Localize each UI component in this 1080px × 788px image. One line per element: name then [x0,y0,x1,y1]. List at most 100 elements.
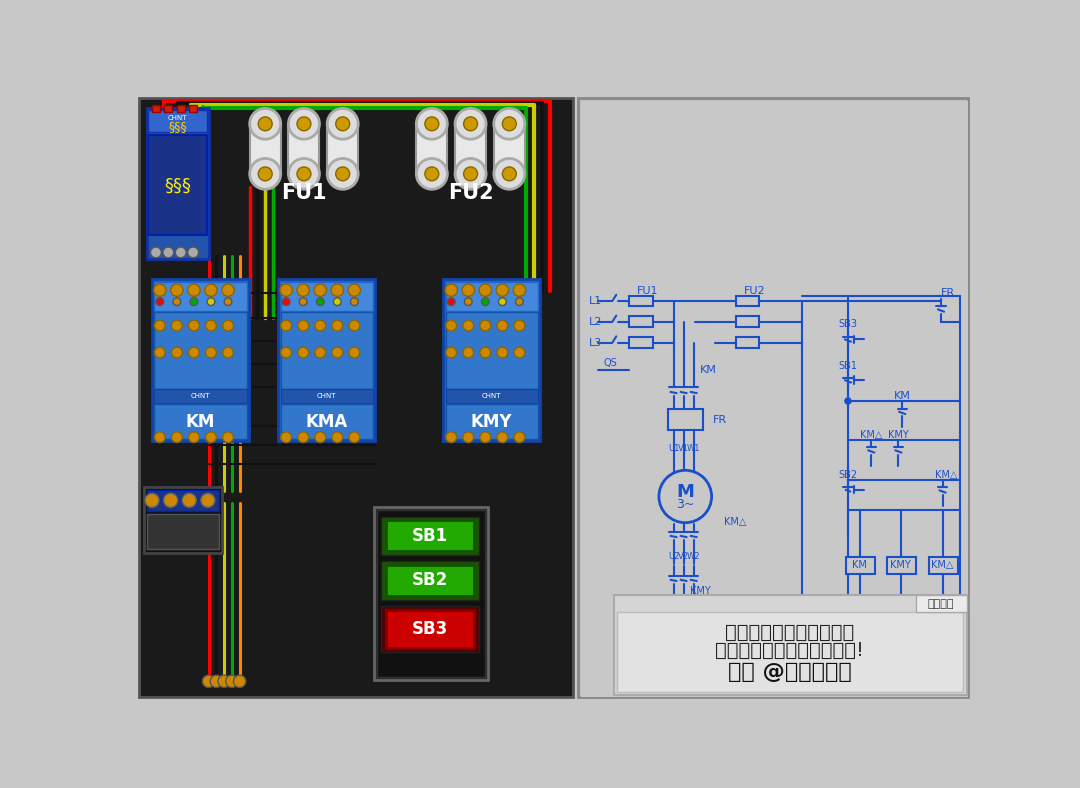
Text: SB1: SB1 [839,361,858,370]
Text: KM△: KM△ [931,560,954,570]
Circle shape [297,167,311,180]
Bar [846,556,875,574]
Circle shape [336,117,350,131]
Circle shape [348,284,361,296]
Text: CHNT: CHNT [482,393,501,400]
Bar [444,280,540,441]
Text: KM△: KM△ [935,470,957,480]
Bar [916,595,967,612]
Text: FR: FR [941,288,955,298]
Circle shape [188,284,200,296]
Bar [735,316,759,327]
Circle shape [150,247,161,258]
Text: SB3: SB3 [413,620,448,638]
Circle shape [463,117,477,131]
Text: FR: FR [713,414,727,425]
Circle shape [183,493,197,507]
Circle shape [463,432,474,443]
Circle shape [332,432,342,443]
Bar [387,520,474,551]
Circle shape [298,348,309,358]
Bar [929,556,958,574]
Text: U2: U2 [667,552,679,561]
Text: KMY: KMY [471,413,512,431]
Bar [416,124,447,174]
Bar [249,124,281,174]
Text: V2: V2 [678,552,689,561]
Bar [381,516,480,555]
Bar [578,98,968,697]
Circle shape [497,432,508,443]
Bar [148,135,207,235]
Circle shape [659,470,712,522]
Text: SB2: SB2 [839,470,858,480]
Circle shape [221,284,234,296]
Circle shape [201,493,215,507]
Circle shape [188,247,199,258]
Circle shape [455,158,486,189]
Circle shape [515,298,524,306]
Circle shape [225,298,232,306]
Circle shape [207,298,215,306]
Circle shape [298,320,309,331]
Circle shape [514,348,525,358]
Text: 符号上查看器件名称和作用!: 符号上查看器件名称和作用! [715,641,864,660]
Text: KM: KM [894,392,910,401]
Circle shape [424,167,438,180]
Text: §§§: §§§ [168,121,187,133]
Text: KMA: KMA [306,413,348,431]
Circle shape [494,158,525,189]
Circle shape [218,675,230,687]
Circle shape [233,675,246,687]
Bar [281,389,373,403]
Circle shape [222,432,233,443]
Circle shape [190,298,198,306]
Circle shape [463,167,477,180]
Circle shape [202,675,215,687]
Text: 操作提示: 操作提示 [928,599,955,608]
Bar [177,106,185,111]
Circle shape [288,158,320,189]
Text: 3~: 3~ [676,498,694,511]
Text: 知乎 @电力观察官: 知乎 @电力观察官 [728,662,852,682]
Text: KM△: KM△ [724,517,746,527]
Text: SB3: SB3 [839,319,858,329]
Circle shape [424,117,438,131]
Bar [147,109,208,258]
Text: KMY: KMY [888,430,908,440]
Circle shape [416,109,447,139]
Circle shape [445,284,458,296]
Bar [147,515,219,549]
Text: U1: U1 [667,444,679,453]
Circle shape [297,284,309,296]
Circle shape [464,298,472,306]
Text: L1: L1 [590,296,603,306]
Bar [613,595,967,695]
Bar [735,337,759,348]
Bar [154,281,246,311]
Circle shape [314,320,326,331]
Bar [152,106,160,111]
Circle shape [446,348,457,358]
Bar [581,101,968,697]
Text: M: M [676,483,694,501]
Circle shape [332,348,342,358]
Circle shape [463,348,474,358]
Circle shape [171,284,183,296]
Bar [381,561,480,600]
Bar [446,281,538,311]
Text: KMY: KMY [690,586,711,597]
Circle shape [327,109,359,139]
Circle shape [205,432,216,443]
Circle shape [349,320,360,331]
Bar [281,312,373,388]
Bar [147,489,219,511]
Circle shape [298,432,309,443]
Circle shape [222,348,233,358]
Bar [279,280,375,441]
Circle shape [349,432,360,443]
Bar [154,312,246,388]
Circle shape [297,117,311,131]
Text: SB2: SB2 [413,571,448,589]
Circle shape [349,348,360,358]
